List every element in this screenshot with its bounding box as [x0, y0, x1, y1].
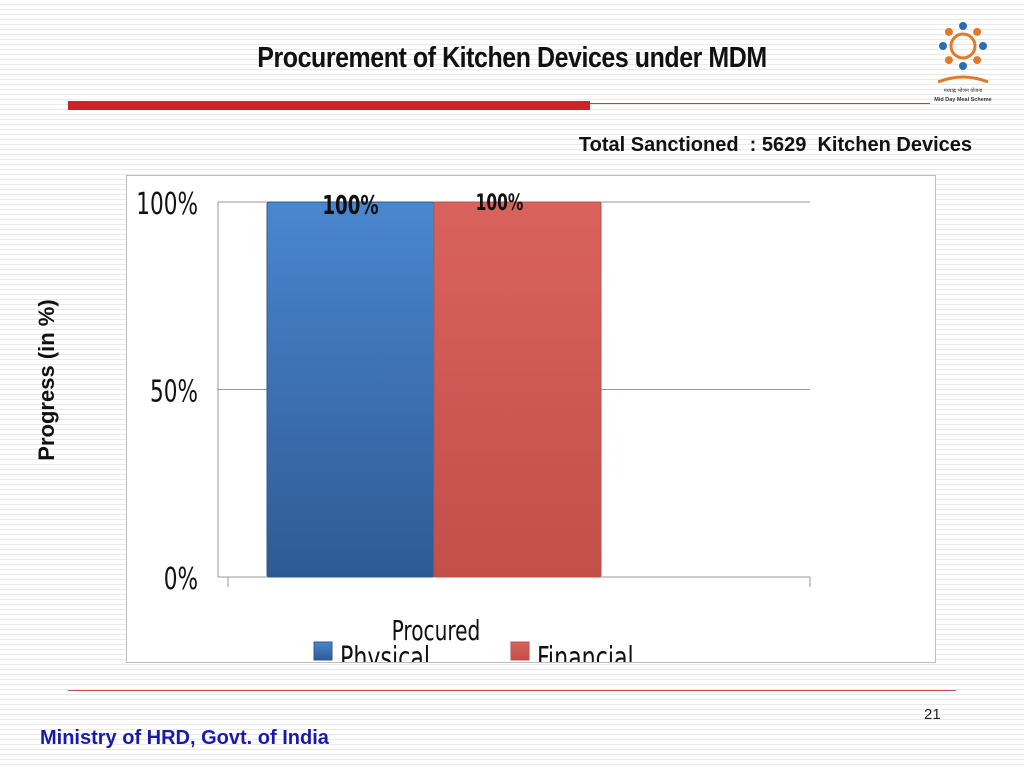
title-underline-thin — [590, 103, 930, 104]
chart-subtitle: Total Sanctioned : 5629 Kitchen Devices — [578, 134, 972, 156]
footer-ministry: Ministry of HRD, Govt. of India — [40, 727, 329, 749]
legend-label-physical: Physical — [340, 642, 430, 676]
logo-person-dot — [973, 56, 982, 65]
logo-person-dot — [959, 22, 967, 30]
page-number: 21 — [924, 706, 941, 723]
logo-person-dot — [939, 42, 947, 50]
logo-person-dot — [979, 42, 987, 50]
bar-value-label: 100% — [476, 190, 524, 216]
legend-swatch-financial — [510, 641, 530, 661]
title-underline-red — [68, 101, 590, 110]
legend-swatch-physical — [313, 641, 333, 661]
logo-person-dot — [944, 27, 953, 36]
y-tick-label: 50% — [150, 375, 198, 409]
logo-person-dot — [944, 56, 953, 65]
slide-title: Procurement of Kitchen Devices under MDM — [257, 42, 767, 74]
logo-person-dot — [973, 27, 982, 36]
logo-person-dot — [959, 62, 967, 70]
logo-text-english: Mid Day Meal Scheme — [934, 97, 991, 103]
footer-rule — [68, 690, 956, 691]
x-category-label: Procured — [392, 613, 481, 646]
bar-physical — [266, 201, 435, 578]
bar-value-label: 100% — [322, 191, 378, 221]
legend-label-financial: Financial — [537, 642, 634, 676]
y-tick-label: 0% — [164, 562, 198, 596]
logo-text-hindi: मध्याह्न भोजन योजना — [944, 87, 983, 94]
bar-financial — [433, 201, 602, 578]
mid-day-meal-logo: मध्याह्न भोजन योजना Mid Day Meal Scheme — [934, 22, 992, 103]
y-tick-label: 100% — [136, 187, 198, 221]
